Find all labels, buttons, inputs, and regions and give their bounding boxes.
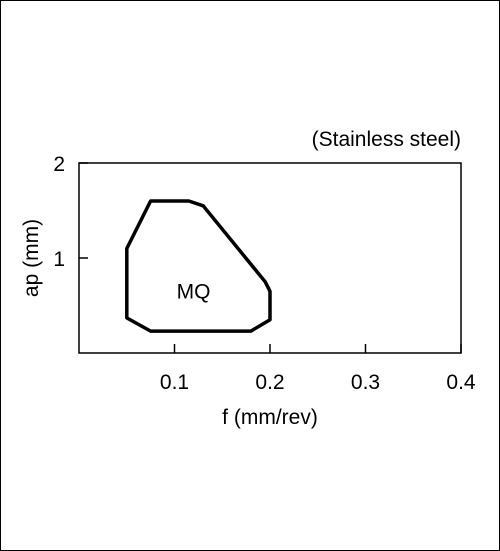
- region-label: MQ: [177, 280, 211, 303]
- y-axis-label: ap (mm): [20, 219, 43, 297]
- y-tick-label: 1: [53, 248, 65, 271]
- x-ticks: 0.1 0.2 0.3 0.4: [160, 344, 476, 394]
- x-tick-label: 0.1: [160, 371, 189, 394]
- x-tick-label: 0.4: [446, 371, 476, 394]
- chart-annotation: (Stainless steel): [312, 128, 461, 151]
- y-tick-label: 2: [53, 153, 65, 176]
- y-ticks: 12: [53, 153, 88, 271]
- regions: MQ: [125, 199, 272, 333]
- x-tick-label: 0.2: [255, 371, 284, 394]
- region-boundary: [125, 199, 272, 333]
- x-tick-label: 0.3: [351, 371, 380, 394]
- x-axis-label: f (mm/rev): [222, 406, 318, 429]
